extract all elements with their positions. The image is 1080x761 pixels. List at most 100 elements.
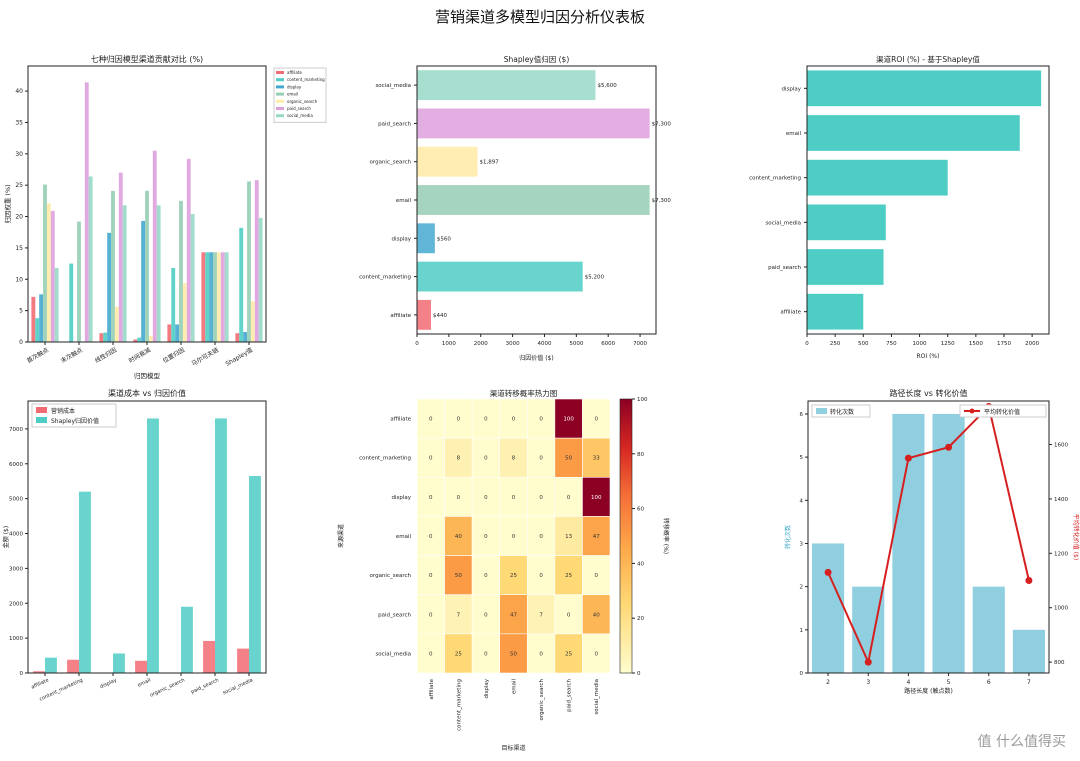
chart3-bar-affiliate [807,293,864,330]
chart4-xtick-label: social_media [222,677,254,696]
chart5-cell-label: 0 [539,495,543,501]
chart5-cell-label: 0 [429,456,433,462]
chart6-bar-4 [892,413,925,673]
chart4-bar-1-content_marketing [79,491,91,673]
chart1-bar-email-3 [145,190,149,342]
chart5-cell-label: 8 [457,456,461,462]
chart1-legend-swatch [276,107,284,110]
chart1-legend-label: display [287,84,302,89]
chart5-row-label: social_media [375,651,411,657]
chart2-value-label: $7,300 [652,121,672,127]
chart5-cell-label: 0 [484,456,488,462]
chart1-bar-content_marketing-3 [137,337,142,342]
chart6-ytick-label: 4 [800,498,804,504]
chart4-xtick-label: affiliate [30,677,50,690]
chart1-bar-organic_search-6 [250,301,255,342]
chart2-value-label: $1,897 [480,160,500,166]
chart5-cell-label: 7 [539,612,543,618]
chart5-cell-5-2 [471,594,501,635]
chart1-frame [27,65,267,343]
chart5-cell-0-0 [416,398,445,439]
chart6-frame [807,400,1050,674]
chart6-ytick-right-label: 1400 [1054,497,1068,503]
chart5-cell-label: 0 [429,417,433,423]
chart4-ytick-label: 7000 [9,427,23,433]
chart4-bar-0-content_marketing [67,659,79,673]
chart1-bar-display-3 [141,220,146,342]
chart5-cell-label: 0 [512,534,516,540]
chart5-cell-label: 40 [455,534,462,540]
chart5-cell-1-6 [582,437,611,478]
chart5-cell-6-2 [471,633,501,674]
chart4-bar-1-organic_search [181,606,193,673]
chart-transition-heatmap: 渠道转移概率热力图 affiliate 0 0 0 0 0 100 0 content_marke… [337,388,670,752]
chart1-ytick-label: 35 [15,119,23,126]
chart1-bar-display-5 [209,252,214,342]
chart4-bar-0-affiliate [33,671,45,673]
chart4-ylabel: 金额 ($) [2,526,10,548]
chart2-bar-social_media [417,70,596,101]
chart1-ytick-label: 10 [15,276,23,283]
chart1-bar-paid_search-2 [118,172,123,342]
chart5-cell-label: 0 [512,495,516,501]
chart5-cell-label: 0 [484,573,488,579]
chart1-bar-affiliate-3 [133,339,138,342]
chart5-cell-label: 0 [429,612,433,618]
chart5-cell-label: 50 [455,573,462,579]
chart1-legend-swatch [276,114,284,118]
chart4-frame [27,400,267,674]
chart4-xtick-label: paid_search [190,677,220,695]
chart1-xtick-label: 首次触点 [25,346,50,365]
chart5-cell-label: 50 [565,456,572,462]
chart6-bar-7 [1012,629,1045,673]
chart5-cell-6-1 [444,633,473,674]
chart2-xtick-label: 6000 [601,341,615,347]
chart1-bar-social_media-0 [54,267,59,342]
chart1-xtick-label: 位置归因 [161,346,186,365]
chart2-ytick-label: organic_search [370,160,412,166]
chart5-cell-label: 0 [457,495,461,501]
chart5-cell-0-6 [582,398,611,439]
chart2-bar-email [417,185,650,215]
chart5-cell-label: 8 [512,456,516,462]
chart6-ytick-label: 3 [800,541,804,547]
chart2-xtick-label: 7000 [633,341,647,347]
chart5-cell-6-6 [582,633,611,674]
chart4-ytick-label: 6000 [9,462,23,468]
chart5-row-label: display [391,495,411,501]
chart3-bar-email [807,115,1020,151]
chart2-bar-display [417,223,435,254]
chart6-bar-6 [972,586,1005,673]
chart3-xtick-label: 750 [886,341,897,347]
chart4-legend [31,403,117,428]
chart4-legend-swatch [36,417,47,423]
chart1-bar-affiliate-2 [99,333,104,342]
chart6-ytick-label: 6 [800,412,804,418]
chart1-bar-affiliate-4 [167,324,172,342]
chart4-title: 渠道成本 vs 归因价值 [108,388,186,398]
chart1-bar-content_marketing-2 [103,332,108,342]
chart2-bar-content_marketing [417,261,583,292]
chart1-bar-social_media-6 [258,217,263,342]
chart5-cell-2-6 [582,476,611,517]
chart1-xtick-label: 马尔可夫链 [190,346,220,368]
chart6-ytick-right-label: 1000 [1054,606,1068,612]
chart1-legend-swatch [276,78,284,82]
chart6-bar-5 [932,413,965,673]
chart5-cell-label: 47 [510,612,517,618]
chart1-ytick-label: 0 [19,339,23,346]
chart6-legend-swatch [816,408,827,414]
chart5-colorbar-tick-label: 100 [637,397,648,403]
chart6-line [827,404,1030,666]
chart5-cell-label: 33 [593,456,600,462]
chart5-cell-2-0 [416,476,445,517]
chart5-cell-1-3 [499,437,528,478]
chart2-title: Shapley值归因 ($) [504,54,570,64]
chart6-ytick-label: 5 [800,455,804,461]
chart2-xtick-label: 2000 [474,341,488,347]
chart1-xtick-label: 末次触点 [59,346,84,365]
chart3-frame [806,65,1050,335]
chart4-bar-1-display [113,653,125,673]
chart2-xtick-label: 0 [415,341,419,347]
chart1-bar-social_media-2 [122,205,127,342]
